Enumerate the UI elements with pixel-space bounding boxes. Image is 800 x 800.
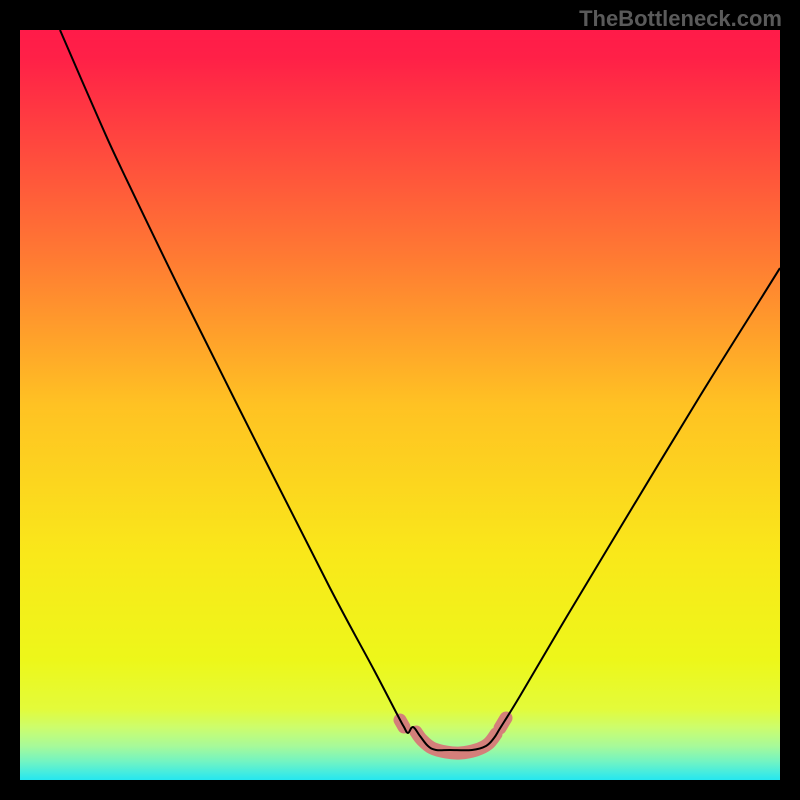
curve-layer (20, 30, 780, 780)
watermark-text: TheBottleneck.com (579, 6, 782, 32)
gradient-plot-area (20, 30, 780, 780)
highlight-segments (400, 718, 506, 753)
chart-canvas: TheBottleneck.com (0, 0, 800, 800)
bottleneck-curve (60, 30, 780, 750)
